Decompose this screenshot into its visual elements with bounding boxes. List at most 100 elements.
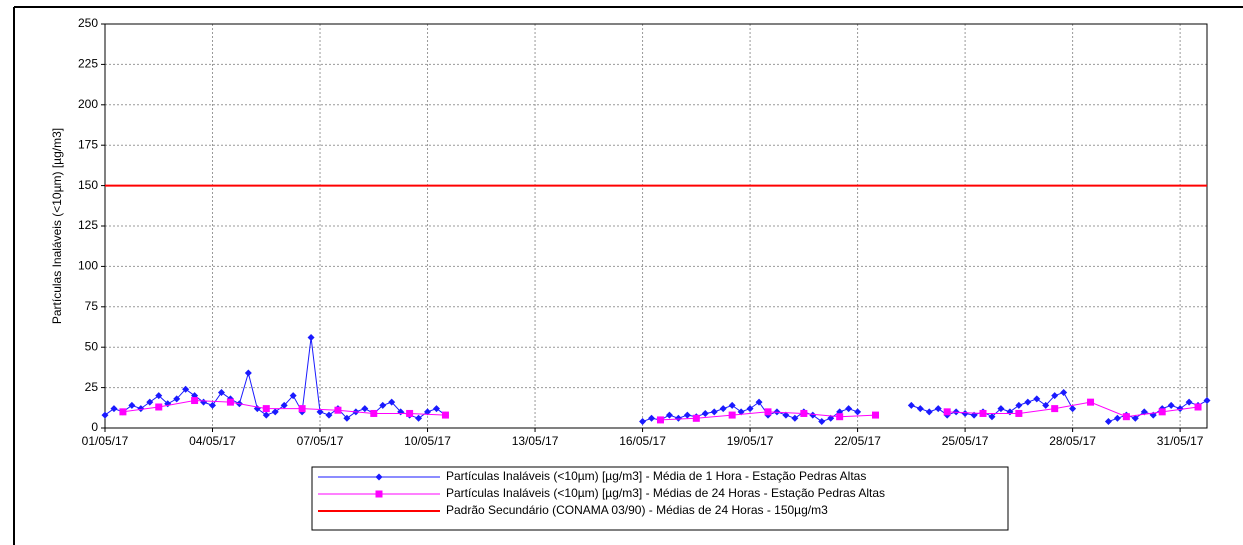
- data-point: [289, 392, 297, 400]
- data-point: [370, 409, 378, 417]
- data-point: [934, 405, 942, 413]
- data-point: [1194, 403, 1202, 411]
- data-point: [728, 401, 736, 409]
- data-point: [415, 414, 423, 422]
- x-tick-label: 19/05/17: [727, 434, 774, 448]
- legend-marker: [375, 490, 383, 498]
- data-point: [764, 408, 772, 416]
- y-tick-label: 250: [78, 16, 98, 30]
- data-point: [361, 405, 369, 413]
- data-point: [701, 409, 709, 417]
- y-tick-label: 225: [78, 57, 98, 71]
- data-point: [1158, 408, 1166, 416]
- data-point: [388, 398, 396, 406]
- y-tick-label: 25: [85, 380, 99, 394]
- data-point: [719, 405, 727, 413]
- data-point: [1042, 401, 1050, 409]
- data-point: [997, 405, 1005, 413]
- data-point: [325, 411, 333, 419]
- data-point: [191, 397, 199, 405]
- data-point: [155, 392, 163, 400]
- data-point: [925, 408, 933, 416]
- y-tick-label: 150: [78, 178, 98, 192]
- data-point: [182, 385, 190, 393]
- data-point: [692, 414, 700, 422]
- data-point: [343, 414, 351, 422]
- data-point: [710, 408, 718, 416]
- data-point: [1104, 418, 1112, 426]
- x-tick-label: 01/05/17: [82, 434, 129, 448]
- data-point: [961, 409, 969, 417]
- data-point: [943, 408, 951, 416]
- data-point: [845, 405, 853, 413]
- x-tick-label: 13/05/17: [512, 434, 559, 448]
- data-point: [1185, 398, 1193, 406]
- data-point: [334, 406, 342, 414]
- data-point: [155, 403, 163, 411]
- plot-area: [104, 23, 1208, 429]
- data-point: [683, 411, 691, 419]
- x-tick-label: 31/05/17: [1157, 434, 1204, 448]
- x-tick-label: 04/05/17: [189, 434, 236, 448]
- data-point: [1131, 414, 1139, 422]
- data-point: [916, 405, 924, 413]
- data-point: [1051, 405, 1059, 413]
- x-tick-label: 22/05/17: [834, 434, 881, 448]
- data-point: [1024, 398, 1032, 406]
- legend-label: Padrão Secundário (CONAMA 03/90) - Média…: [446, 503, 828, 517]
- data-point: [262, 405, 270, 413]
- x-tick-label: 10/05/17: [404, 434, 451, 448]
- data-point: [1051, 392, 1059, 400]
- data-point: [1015, 409, 1023, 417]
- data-point: [656, 416, 664, 424]
- x-tick-label: 25/05/17: [942, 434, 989, 448]
- y-tick-label: 0: [91, 420, 98, 434]
- data-point: [119, 408, 127, 416]
- data-point: [800, 409, 808, 417]
- data-point: [782, 411, 790, 419]
- data-point: [137, 405, 145, 413]
- data-point: [1006, 408, 1014, 416]
- y-tick-label: 75: [85, 299, 99, 313]
- y-tick-label: 100: [78, 259, 98, 273]
- data-point: [1060, 388, 1068, 396]
- y-tick-label: 125: [78, 218, 98, 232]
- data-point: [988, 413, 996, 421]
- data-point: [379, 401, 387, 409]
- data-point: [298, 405, 306, 413]
- data-point: [424, 408, 432, 416]
- x-tick-label: 07/05/17: [297, 434, 344, 448]
- data-point: [441, 411, 449, 419]
- data-point: [1087, 398, 1095, 406]
- data-point: [1176, 405, 1184, 413]
- data-point: [432, 405, 440, 413]
- data-point: [639, 418, 647, 426]
- data-point: [244, 369, 252, 377]
- data-point: [1069, 405, 1077, 413]
- data-point: [217, 388, 225, 396]
- y-tick-label: 200: [78, 97, 98, 111]
- data-point: [173, 395, 181, 403]
- data-point: [737, 408, 745, 416]
- data-point: [1033, 395, 1041, 403]
- data-point: [665, 411, 673, 419]
- data-point: [854, 408, 862, 416]
- data-point: [836, 413, 844, 421]
- data-point: [101, 411, 109, 419]
- data-point: [979, 409, 987, 417]
- data-point: [406, 409, 414, 417]
- y-tick-label: 50: [85, 339, 99, 353]
- data-point: [791, 414, 799, 422]
- data-point: [728, 411, 736, 419]
- data-point: [648, 414, 656, 422]
- x-tick-label: 16/05/17: [619, 434, 666, 448]
- data-point: [1015, 401, 1023, 409]
- legend-marker: [375, 473, 383, 481]
- data-point: [280, 401, 288, 409]
- y-tick-label: 175: [78, 137, 98, 151]
- data-point: [1122, 413, 1130, 421]
- data-point: [262, 411, 270, 419]
- data-point: [818, 418, 826, 426]
- data-point: [746, 405, 754, 413]
